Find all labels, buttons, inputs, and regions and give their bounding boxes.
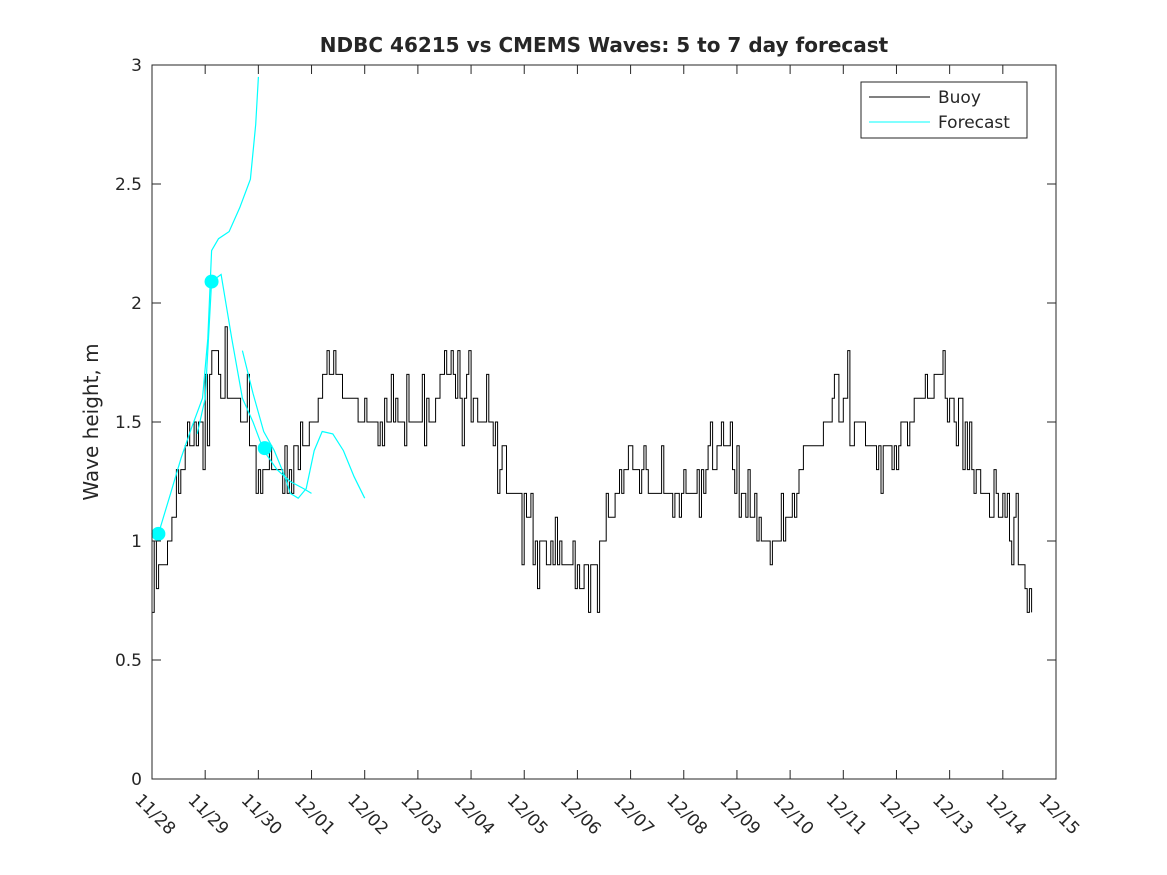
y-tick-label: 0.5 xyxy=(115,651,142,671)
y-tick-label: 2.5 xyxy=(115,175,142,195)
forecast-line-run-2 xyxy=(196,273,312,494)
buoy-series xyxy=(152,326,1033,613)
y-tick-label: 1.5 xyxy=(115,413,142,433)
forecast-start-marker xyxy=(257,441,272,456)
y-tick-label: 3 xyxy=(131,56,142,76)
forecast-series xyxy=(151,76,366,541)
chart-title: NDBC 46215 vs CMEMS Waves: 5 to 7 day fo… xyxy=(320,33,889,57)
y-tick-label: 0 xyxy=(131,770,142,790)
y-tick-label: 1 xyxy=(131,532,142,552)
forecast-start-marker xyxy=(151,526,166,541)
legend-box xyxy=(860,81,1028,139)
forecast-line-run-1 xyxy=(157,76,259,535)
y-tick-label: 2 xyxy=(131,294,142,314)
buoy-line xyxy=(152,326,1033,613)
forecast-start-marker xyxy=(204,274,219,289)
legend-forecast-label: Forecast xyxy=(938,113,1010,133)
plot-background xyxy=(152,65,1056,779)
forecast-line-run-3 xyxy=(241,350,366,499)
legend: Buoy Forecast xyxy=(860,81,1028,139)
y-axis-label: Wave height, m xyxy=(79,343,103,500)
legend-buoy-label: Buoy xyxy=(938,88,981,108)
